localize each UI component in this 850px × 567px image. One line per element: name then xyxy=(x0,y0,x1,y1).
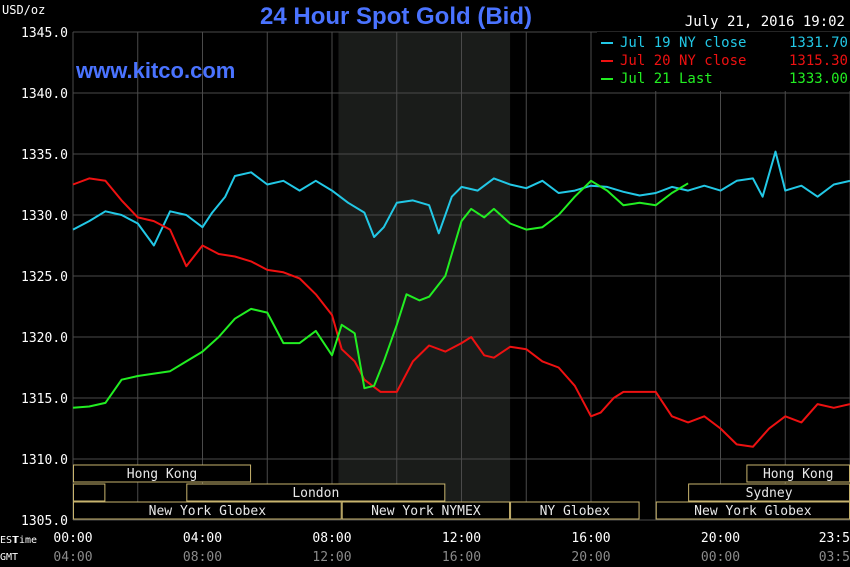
y-axis-label: USD/oz xyxy=(2,3,45,17)
y-tick-label: 1340.0 xyxy=(21,87,68,102)
y-tick-label: 1315.0 xyxy=(21,392,68,407)
x-tick-label-est: 04:00 xyxy=(183,531,222,546)
x-axis-unit-gmt: GMT xyxy=(0,552,18,563)
legend-box xyxy=(597,32,850,91)
y-tick-label: 1320.0 xyxy=(21,331,68,346)
legend-label-jul21: Jul 21 Last xyxy=(620,71,713,87)
legend: Jul 19 NY close 1331.70 Jul 20 NY close … xyxy=(597,32,850,91)
legend-value-jul20: 1315.30 xyxy=(789,53,848,69)
x-tick-label-gmt: 00:00 xyxy=(701,550,740,565)
y-tick-label: 1305.0 xyxy=(21,514,68,529)
legend-label-jul19: Jul 19 NY close xyxy=(620,35,746,51)
x-tick-label-gmt: 04:00 xyxy=(53,550,92,565)
session-bar xyxy=(510,501,640,520)
x-axis-unit-est: EST xyxy=(0,535,18,546)
session-label: NY Globex xyxy=(540,504,611,519)
x-tick-label-gmt: 08:00 xyxy=(183,550,222,565)
timestamp: July 21, 2016 19:02 xyxy=(685,14,845,30)
trading-session-bars: Hong Kong Hong Kong London Sydney New York G… xyxy=(73,464,850,520)
x-tick-label-gmt: 12:00 xyxy=(312,550,351,565)
legend-label-jul20: Jul 20 NY close xyxy=(620,53,746,69)
x-tick-label-gmt: 16:00 xyxy=(442,550,481,565)
x-tick-label-gmt: 03:5 xyxy=(819,550,850,565)
x-tick-label-est: 20:00 xyxy=(701,531,740,546)
session-label: New York Globex xyxy=(149,504,267,519)
chart-title: 24 Hour Spot Gold (Bid) xyxy=(260,3,532,30)
series-line-2 xyxy=(72,177,850,448)
y-tick-label: 1335.0 xyxy=(21,148,68,163)
site-watermark: www.kitco.com xyxy=(75,58,235,83)
session-bar xyxy=(73,464,252,483)
x-axis-label: Time xyxy=(13,535,37,546)
series-line-1 xyxy=(72,150,850,247)
x-tick-label-est: 16:00 xyxy=(571,531,610,546)
series-line-3 xyxy=(72,179,689,409)
x-tick-label-est: 23:5 xyxy=(819,531,850,546)
y-tick-label: 1345.0 xyxy=(21,26,68,41)
session-bar xyxy=(186,483,446,502)
y-tick-label: 1330.0 xyxy=(21,209,68,224)
x-tick-label-est: 08:00 xyxy=(312,531,351,546)
series-lines xyxy=(72,150,850,448)
session-label: Hong Kong xyxy=(763,467,833,482)
axis-labels: 1345.0 1340.0 1335.0 1330.0 1325.0 1320.0 1315… xyxy=(21,26,850,565)
x-tick-label-est: 12:00 xyxy=(442,531,481,546)
gridlines xyxy=(72,31,850,521)
session-bar xyxy=(341,501,511,520)
legend-value-jul19: 1331.70 xyxy=(789,35,848,51)
y-tick-label: 1325.0 xyxy=(21,270,68,285)
session-bar xyxy=(73,501,342,520)
session-label: New York NYMEX xyxy=(371,504,481,519)
x-tick-label-est: 00:00 xyxy=(53,531,92,546)
legend-value-jul21: 1333.00 xyxy=(789,71,848,87)
session-label: Sydney xyxy=(746,486,793,501)
x-tick-label-gmt: 20:00 xyxy=(571,550,610,565)
session-bar xyxy=(73,483,106,502)
y-tick-label: 1310.0 xyxy=(21,453,68,468)
session-label: New York Globex xyxy=(694,504,812,519)
session-label: Hong Kong xyxy=(127,467,197,482)
session-label: London xyxy=(292,486,339,501)
